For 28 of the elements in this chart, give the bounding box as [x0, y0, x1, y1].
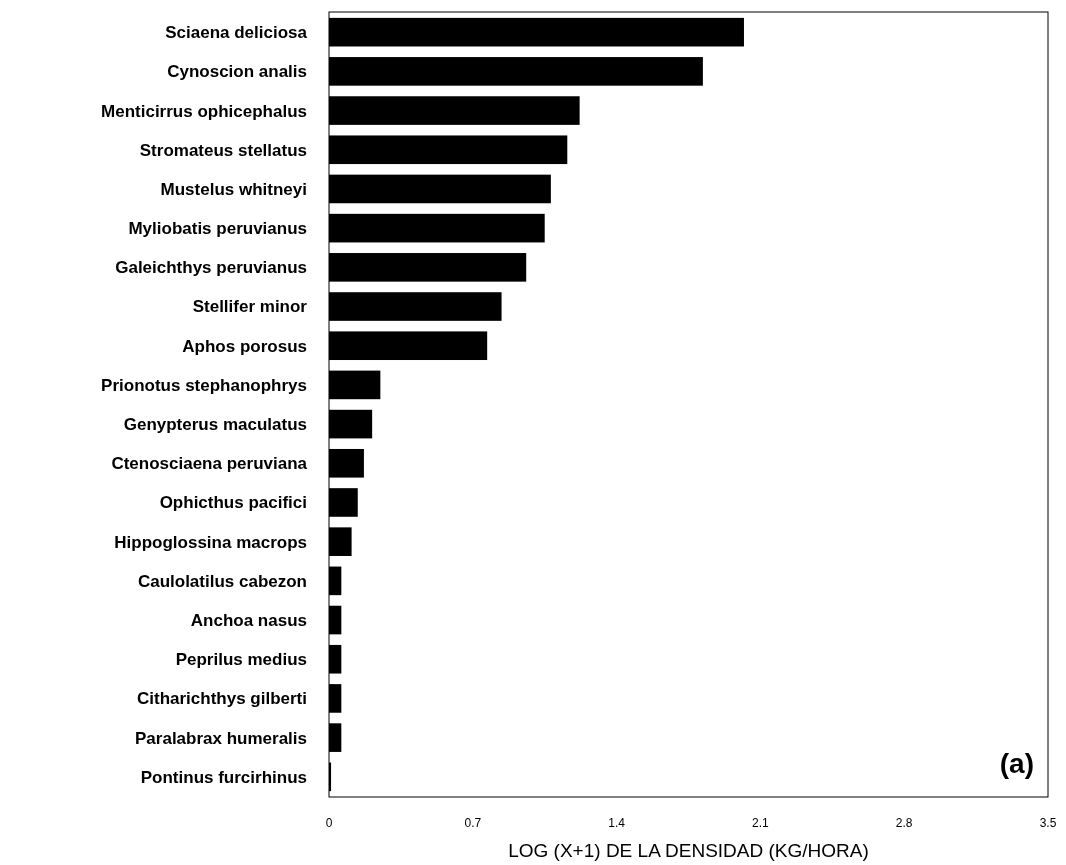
x-tick-label: 0.7 [464, 816, 482, 830]
y-tick-label: Ophicthus pacifici [159, 493, 307, 513]
x-axis-title: LOG (X+1) DE LA DENSIDAD (KG/HORA) [508, 840, 869, 861]
x-tick-label: 3.5 [1039, 816, 1057, 830]
y-tick-label: Peprilus medius [175, 650, 307, 670]
x-tick-label: 0 [325, 816, 333, 830]
y-tick-label: Sciaena deliciosa [165, 23, 308, 43]
y-tick-label: Prionotus stephanophrys [101, 375, 307, 395]
y-tick-label: Citharichthys gilberti [136, 689, 307, 709]
x-tick-label: 2.1 [752, 816, 770, 830]
y-tick-label: Anchoa nasus [190, 611, 307, 630]
x-tick-label: 2.8 [895, 816, 913, 830]
y-tick-label: Menticirrus ophicephalus [101, 101, 307, 121]
y-tick-label: Mustelus whitneyi [160, 179, 307, 199]
y-tick-label: Ctenosciaena peruviana [111, 454, 308, 474]
x-tick-label: 1.4 [608, 816, 626, 830]
y-tick-label: Cynoscion analis [167, 62, 307, 82]
y-tick-label: Galeichthys peruvianus [115, 258, 307, 278]
y-tick-label: Stellifer minor [192, 297, 308, 317]
y-tick-label: Genypterus maculatus [123, 415, 307, 435]
y-tick-label: Aphos porosus [182, 336, 307, 356]
y-tick-label: Pontinus furcirhinus [140, 767, 307, 787]
y-tick-label: Caulolatilus cabezon [137, 571, 307, 591]
y-tick-label: Hippoglossina macrops [114, 532, 307, 552]
annotation: (a) [999, 748, 1034, 779]
y-tick-label: Myliobatis peruvianus [128, 219, 307, 239]
y-tick-label: Paralabrax humeralis [135, 728, 307, 748]
y-tick-label: Stromateus stellatus [139, 140, 307, 160]
